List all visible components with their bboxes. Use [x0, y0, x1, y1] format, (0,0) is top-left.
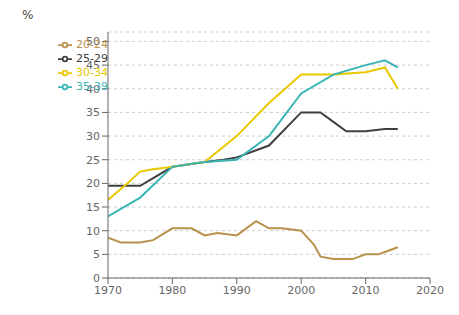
svg-text:1990: 1990 [223, 284, 251, 297]
svg-text:45: 45 [86, 59, 100, 72]
svg-text:40: 40 [86, 83, 100, 96]
svg-text:35: 35 [86, 106, 100, 119]
svg-text:10: 10 [86, 225, 100, 238]
svg-text:15: 15 [86, 201, 100, 214]
svg-text:0: 0 [93, 272, 100, 285]
svg-text:5: 5 [93, 248, 100, 261]
svg-text:50: 50 [86, 35, 100, 48]
svg-text:1970: 1970 [94, 284, 122, 297]
svg-text:2000: 2000 [287, 284, 315, 297]
svg-text:1980: 1980 [158, 284, 186, 297]
svg-text:2010: 2010 [352, 284, 380, 297]
svg-text:2020: 2020 [416, 284, 444, 297]
svg-text:30: 30 [86, 130, 100, 143]
svg-text:25: 25 [86, 154, 100, 167]
svg-text:20: 20 [86, 177, 100, 190]
